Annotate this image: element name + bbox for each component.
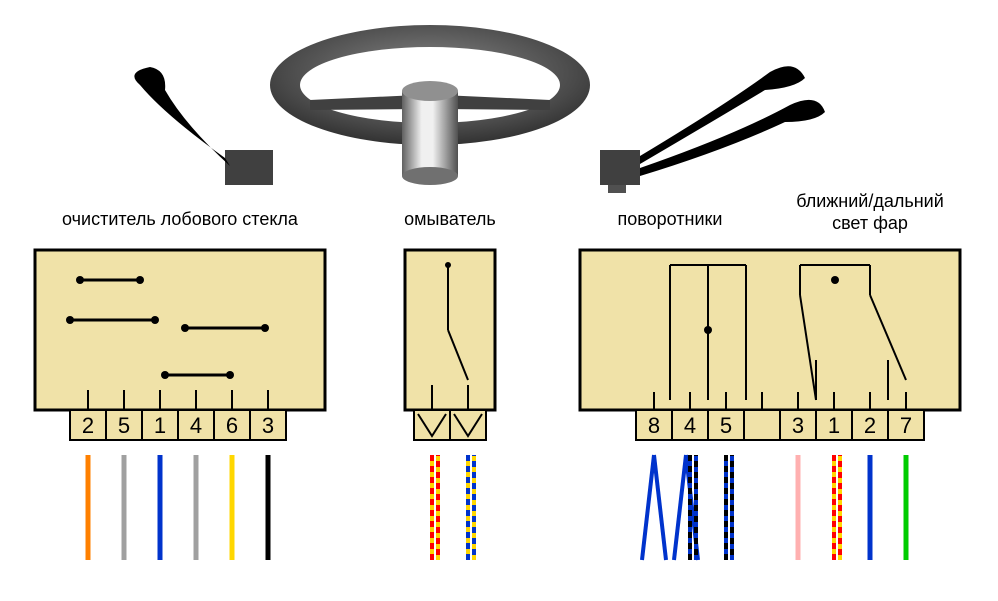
pins-wiper-pin-1: 1	[154, 413, 166, 438]
label-wiper: очиститель лобового стекла	[62, 209, 299, 229]
left-stalk-box	[225, 150, 273, 185]
pins-right-pin-1: 1	[828, 413, 840, 438]
right-stalk-lever-2	[640, 100, 825, 176]
pins-wiper-pin-6: 6	[226, 413, 238, 438]
pins-right-pin-2: 2	[864, 413, 876, 438]
box-right	[580, 250, 960, 410]
wire	[654, 455, 666, 560]
pins-wiper-pin-4: 4	[190, 413, 202, 438]
pins-wiper-pin-3: 3	[262, 413, 274, 438]
label-beam1: ближний/дальний	[796, 191, 944, 211]
pins-right-pin-5: 5	[720, 413, 732, 438]
label-turn: поворотники	[618, 209, 723, 229]
right-stalk-box	[600, 150, 640, 185]
steering-hub	[402, 91, 458, 176]
pins-right-pin-4: 4	[684, 413, 696, 438]
pins-wiper-pin-5: 5	[118, 413, 130, 438]
wire	[674, 455, 686, 560]
left-stalk-lever	[134, 67, 230, 166]
label-beam2: свет фар	[832, 213, 908, 233]
wire	[642, 455, 654, 560]
label-washer: омыватель	[404, 209, 496, 229]
wires	[88, 455, 906, 560]
pins-wiper-pin-2: 2	[82, 413, 94, 438]
pins-right-pin-7: 7	[900, 413, 912, 438]
box-washer	[405, 250, 495, 410]
pins-right-pin-8: 8	[648, 413, 660, 438]
pins-right-pin-3: 3	[792, 413, 804, 438]
box-wiper	[35, 250, 325, 410]
